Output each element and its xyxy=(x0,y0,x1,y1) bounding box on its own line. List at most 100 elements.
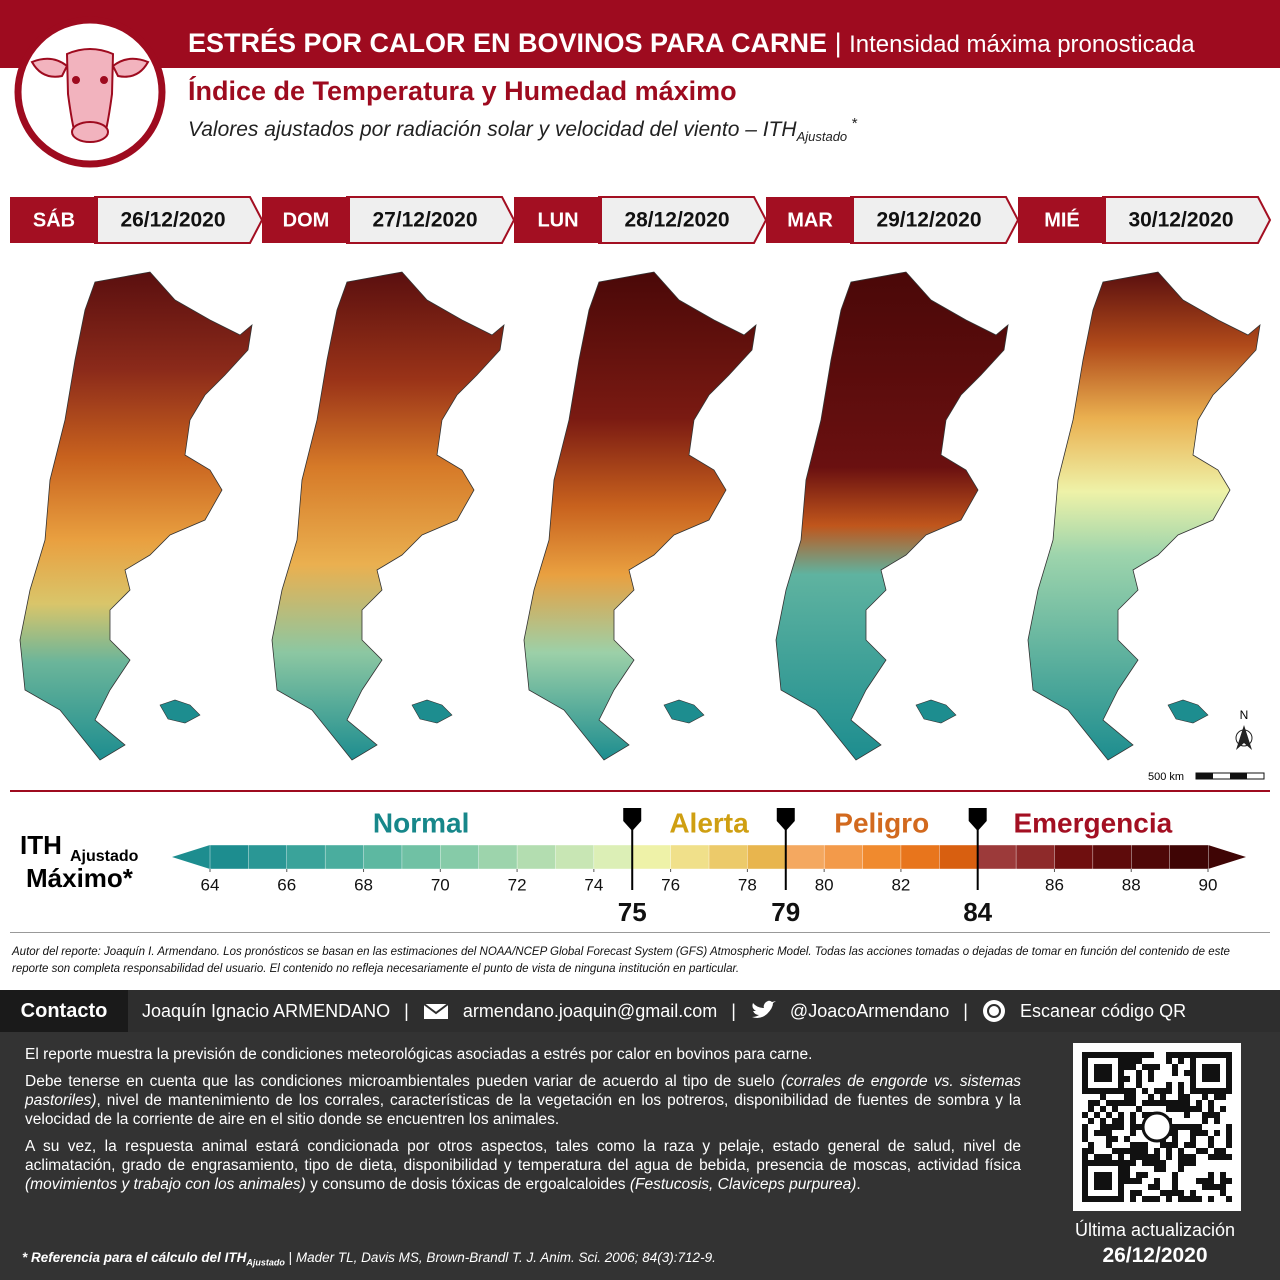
qr-module xyxy=(1196,1130,1202,1136)
qr-module xyxy=(1208,1172,1214,1178)
qr-module xyxy=(1196,1106,1202,1112)
day-map xyxy=(775,271,1009,761)
qr-module xyxy=(1184,1106,1190,1112)
islands xyxy=(411,699,453,724)
qr-module xyxy=(1124,1160,1130,1166)
qr-module xyxy=(1124,1178,1130,1184)
reference: * Referencia para el cálculo del ITHAjus… xyxy=(22,1250,716,1268)
category-label: Alerta xyxy=(669,807,749,838)
body-panel xyxy=(0,1032,1280,1280)
color-segment xyxy=(977,844,1017,870)
qr-finder xyxy=(1094,1064,1112,1082)
color-segment xyxy=(939,844,979,870)
qr-module xyxy=(1130,1178,1136,1184)
reference-sub: Ajustado xyxy=(246,1257,285,1268)
threshold-marker xyxy=(968,808,987,831)
reference-separator: | xyxy=(288,1250,293,1265)
qr-module xyxy=(1178,1088,1184,1094)
qr-module xyxy=(1148,1064,1154,1070)
qr-module xyxy=(1100,1154,1106,1160)
qr-module xyxy=(1106,1136,1112,1142)
qr-module xyxy=(1190,1130,1196,1136)
color-segment xyxy=(593,844,633,870)
qr-module xyxy=(1082,1130,1088,1136)
tick-label: 74 xyxy=(584,875,603,894)
qr-module xyxy=(1148,1184,1154,1190)
qr-module xyxy=(1172,1052,1178,1058)
qr-module xyxy=(1136,1142,1142,1148)
tick-label: 68 xyxy=(354,875,373,894)
qr-module xyxy=(1226,1196,1232,1202)
north-label: N xyxy=(1240,708,1249,722)
day-map xyxy=(19,271,253,761)
color-segment xyxy=(1092,844,1132,870)
scale-label: 500 km xyxy=(1148,771,1184,783)
country-shape xyxy=(1027,271,1261,761)
qr-module xyxy=(1124,1166,1130,1172)
qr-module xyxy=(1112,1106,1118,1112)
qr-module xyxy=(1184,1100,1190,1106)
contact-email[interactable]: armendano.joaquin@gmail.com xyxy=(462,1001,718,1021)
contact-items: Joaquín Ignacio ARMENDANO | armendano.jo… xyxy=(142,990,1186,1032)
qr-module xyxy=(1226,1154,1232,1160)
qr-module xyxy=(1184,1052,1190,1058)
description-sup: * xyxy=(851,115,857,132)
tick-label: 78 xyxy=(738,875,757,894)
qr-module xyxy=(1136,1082,1142,1088)
qr-module xyxy=(1130,1088,1136,1094)
tick-label: 80 xyxy=(815,875,834,894)
color-segment xyxy=(1054,844,1094,870)
country-shape xyxy=(523,271,757,761)
color-segment xyxy=(324,844,365,870)
qr-module xyxy=(1166,1142,1172,1148)
color-segment xyxy=(286,844,326,870)
qr-module xyxy=(1100,1130,1106,1136)
qr-module xyxy=(1154,1166,1160,1172)
contact-twitter[interactable]: @JoacoArmendano xyxy=(789,1001,950,1021)
qr-module xyxy=(1172,1190,1178,1196)
qr-module xyxy=(1112,1100,1118,1106)
qr-module xyxy=(1154,1148,1160,1154)
qr-module xyxy=(1202,1184,1208,1190)
qr-module xyxy=(1178,1154,1184,1160)
qr-module xyxy=(1178,1094,1184,1100)
qr-module xyxy=(1190,1160,1196,1166)
qr-module xyxy=(1148,1100,1154,1106)
qr-module xyxy=(1094,1100,1100,1106)
qr-module xyxy=(1160,1142,1166,1148)
qr-module xyxy=(1130,1064,1136,1070)
qr-module xyxy=(1196,1148,1202,1154)
qr-module xyxy=(1172,1064,1178,1070)
qr-module xyxy=(1142,1154,1148,1160)
qr-module xyxy=(1130,1196,1136,1202)
text: Debe tenerse en cuenta que las condicion… xyxy=(25,1073,781,1090)
qr-module xyxy=(1214,1148,1220,1154)
qr-module xyxy=(1094,1154,1100,1160)
qr-module xyxy=(1148,1160,1154,1166)
update-label: Última actualización xyxy=(1074,1220,1236,1240)
north-circle xyxy=(1235,729,1253,747)
qr-module xyxy=(1106,1124,1112,1130)
weekday-box xyxy=(766,197,854,243)
qr-module xyxy=(1202,1118,1208,1124)
header-line: ESTRÉS POR CALOR EN BOVINOS PARA CARNE |… xyxy=(188,28,1195,59)
color-segment xyxy=(516,844,557,870)
qr-code[interactable] xyxy=(1073,1043,1241,1211)
qr-module xyxy=(1094,1130,1100,1136)
qr-module xyxy=(1148,1052,1154,1058)
qr-module xyxy=(1130,1124,1136,1130)
qr-module xyxy=(1160,1100,1166,1106)
qr-module xyxy=(1190,1106,1196,1112)
qr-module xyxy=(1160,1190,1166,1196)
contact-qr[interactable]: Escanear código QR xyxy=(1019,1001,1187,1021)
qr-module xyxy=(1154,1184,1160,1190)
qr-module xyxy=(1196,1196,1202,1202)
day-map xyxy=(1027,271,1261,761)
color-segment xyxy=(747,844,787,870)
date: 27/12/2020 xyxy=(372,209,477,232)
qr-module xyxy=(1208,1142,1214,1148)
description: Valores ajustados por radiación solar y … xyxy=(188,115,857,144)
whatsapp-icon xyxy=(982,1000,1005,1022)
qr-module xyxy=(1208,1136,1214,1142)
